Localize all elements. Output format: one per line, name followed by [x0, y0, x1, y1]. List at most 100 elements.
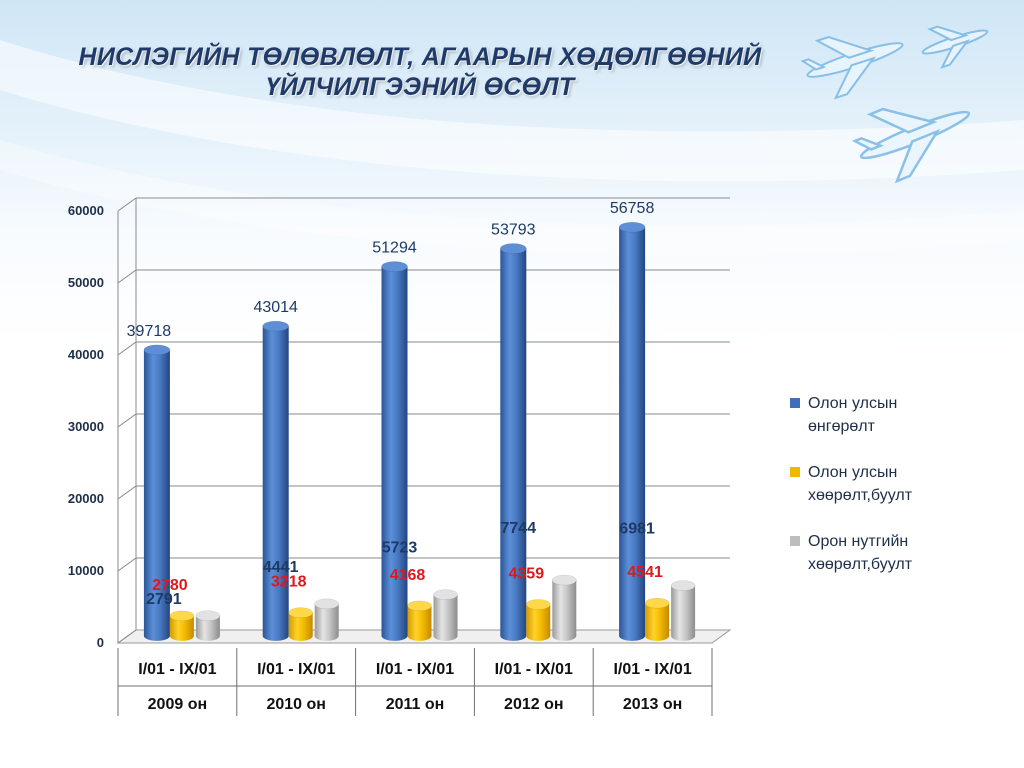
- gridline-depth: [117, 413, 137, 428]
- bar-top: [500, 243, 527, 254]
- x-category-sublabel: 2013 он: [623, 696, 682, 713]
- airplane-icon: [921, 25, 989, 69]
- bar: [262, 320, 289, 641]
- legend-label: хөөрөлт,буулт: [808, 487, 913, 504]
- airplane-icon: [800, 35, 904, 100]
- bar-top: [288, 607, 313, 618]
- data-label: 2780: [152, 577, 188, 594]
- y-axis: 0 10000 20000 30000 40000 50000 60000: [68, 203, 119, 650]
- bar: [552, 574, 577, 641]
- bar: [644, 597, 670, 641]
- x-category-sublabel: 2012 он: [504, 696, 563, 713]
- chart-legend: Олон улсын өнгөрөлт Олон улсын хөөрөлт,б…: [790, 392, 990, 599]
- bar-body: [262, 326, 289, 641]
- legend-label: хөөрөлт,буулт: [808, 556, 913, 573]
- legend-label: Олон улсын: [808, 395, 898, 412]
- bar: [500, 243, 527, 641]
- data-label: 6981: [619, 521, 655, 538]
- y-tick-label: 30000: [68, 419, 104, 434]
- gridline-depth: [117, 269, 137, 284]
- bar-top: [670, 580, 696, 591]
- bar-top: [195, 610, 221, 622]
- y-tick-label: 40000: [68, 347, 104, 362]
- bar: [670, 580, 696, 641]
- legend-label: Олон улсын: [808, 464, 898, 481]
- bar-top: [526, 599, 551, 610]
- bar: [195, 610, 221, 641]
- bars: [143, 221, 696, 641]
- gridline-depth: [117, 629, 137, 644]
- legend-item-international-transit: Олон улсын өнгөрөлт: [790, 392, 990, 438]
- bar: [143, 344, 171, 641]
- bar-top: [143, 344, 171, 356]
- x-category-sublabel: 2010 он: [266, 696, 325, 713]
- x-category-sublabel: 2009 он: [148, 696, 207, 713]
- gridline-depth: [117, 485, 137, 500]
- x-category-label: I/01 - IX/01: [613, 661, 691, 678]
- x-category-label: I/01 - IX/01: [495, 661, 573, 678]
- x-category-label: I/01 - IX/01: [138, 661, 216, 678]
- bar-body: [500, 248, 527, 641]
- bar-body: [645, 603, 670, 641]
- bar-top: [433, 589, 458, 600]
- title-line-1: НИСЛЭГИЙН ТӨЛӨВЛӨЛТ, АГААРЫН ХӨДӨЛГӨӨНИЙ: [78, 43, 762, 71]
- data-label: 53793: [491, 222, 536, 239]
- bar-top: [644, 597, 670, 609]
- bar-top: [552, 574, 577, 586]
- y-tick-label: 10000: [68, 563, 104, 578]
- bar-top: [314, 598, 339, 610]
- bar: [381, 261, 408, 641]
- y-tick-label: 50000: [68, 275, 104, 290]
- data-label: 4441: [263, 559, 299, 576]
- bar-body: [619, 227, 646, 641]
- bar-body: [314, 603, 339, 641]
- bar-body: [381, 266, 408, 641]
- page-title: НИСЛЭГИЙН ТӨЛӨВЛӨЛТ, АГААРЫН ХӨДӨЛГӨӨНИЙ…: [40, 42, 800, 102]
- bar-top: [381, 261, 408, 272]
- bar-body: [288, 612, 313, 641]
- x-category-label: I/01 - IX/01: [376, 661, 454, 678]
- bar: [526, 599, 551, 641]
- legend-label: Орон нутгийн: [808, 533, 909, 550]
- y-tick-label: 20000: [68, 491, 104, 506]
- data-label: 7744: [501, 520, 537, 537]
- legend-item-international-takeoff-landing: Олон улсын хөөрөлт,буулт: [790, 461, 990, 507]
- y-tick-label: 60000: [68, 203, 104, 218]
- y-tick-label: 0: [97, 635, 104, 650]
- legend-swatch-blue: [790, 398, 800, 408]
- bar-body: [195, 615, 220, 641]
- data-label: 39718: [127, 323, 172, 340]
- data-label: 51294: [372, 240, 417, 257]
- bar-body: [143, 349, 170, 641]
- bar: [618, 221, 646, 641]
- bar: [407, 600, 432, 641]
- bar-body: [526, 604, 551, 641]
- data-label: 2791: [146, 591, 182, 608]
- legend-swatch-gray: [790, 536, 800, 546]
- bar-top: [262, 320, 289, 332]
- legend-item-domestic-takeoff-landing: Орон нутгийн хөөрөлт,буулт: [790, 530, 990, 576]
- bar: [288, 607, 313, 641]
- data-label: 3218: [271, 574, 307, 591]
- x-category-sublabel: 2011 он: [386, 696, 445, 713]
- bar-body: [433, 594, 458, 641]
- legend-swatch-yellow: [790, 467, 800, 477]
- x-category-label: I/01 - IX/01: [257, 661, 335, 678]
- bar: [433, 589, 458, 641]
- data-label: 4359: [509, 565, 545, 582]
- data-label: 5723: [382, 540, 418, 557]
- data-label: 4168: [390, 567, 426, 584]
- bar-top: [169, 610, 195, 622]
- legend-label: өнгөрөлт: [808, 418, 875, 435]
- airplane-icon: [851, 107, 971, 184]
- bar-body: [407, 605, 432, 641]
- gridline-depth: [117, 557, 137, 572]
- bar-body: [671, 585, 696, 641]
- data-label: 43014: [253, 299, 298, 316]
- category-table: I/01 - IX/01 2009 он I/01 - IX/01 2010 он I/…: [117, 648, 713, 716]
- bar-body: [552, 580, 577, 641]
- bar: [169, 610, 195, 641]
